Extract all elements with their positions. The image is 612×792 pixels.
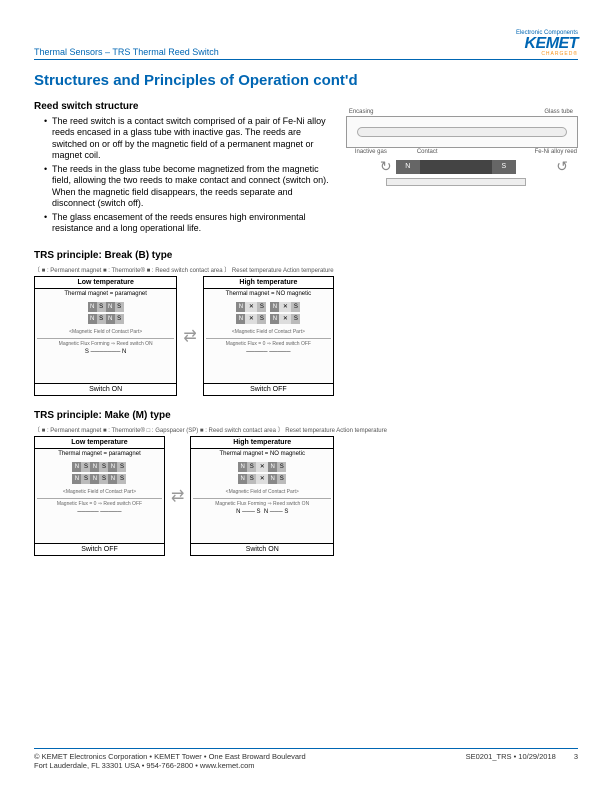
label-encasing: Encasing [349,109,374,115]
sub-caption: Thermal magnet = NO magnetic [193,451,331,457]
sub-caption: Thermal magnet = paramagnet [37,451,162,457]
transition-arrow-icon: ⇄ [177,276,203,395]
footer-left: © KEMET Electronics Corporation • KEMET … [34,752,306,770]
bullet-item: The reed switch is a contact switch comp… [44,116,336,161]
page-heading: Structures and Principles of Operation c… [34,72,578,89]
col-high-temp: High temperature [203,276,333,288]
break-low-diagram: Thermal magnet = paramagnet NSNS NSNS <M… [35,288,177,383]
footer-page: 3 [574,752,578,770]
footer-line2: Fort Lauderdale, FL 33301 USA • 954-766-… [34,761,306,770]
reed-structure-row: The reed switch is a contact switch comp… [34,116,578,238]
col-high-temp: High temperature [191,436,334,448]
sub-caption: Thermal magnet = paramagnet [37,291,174,297]
label-glass: Glass tube [544,109,573,115]
state-switch-off: Switch OFF [35,543,165,555]
page-header: Thermal Sensors – TRS Thermal Reed Switc… [34,30,578,60]
footer-line1: © KEMET Electronics Corporation • KEMET … [34,752,306,761]
make-legend: 〔 ■ : Permanent magnet ■ : Thermorite® □… [34,425,578,434]
page-footer: © KEMET Electronics Corporation • KEMET … [34,748,578,770]
flux-caption: Magnetic Flux = 0 ⇒ Reed switch OFF [37,498,162,507]
make-type-table: Low temperature ⇄ High temperature Therm… [34,436,334,556]
flux-caption: Magnetic Flux Forming ⇒ Reed switch ON [37,338,174,347]
bar-magnet: N S [396,160,516,174]
break-type-table: Low temperature ⇄ High temperature Therm… [34,276,334,396]
doc-title: Thermal Sensors – TRS Thermal Reed Switc… [34,47,219,57]
state-switch-on: Switch ON [191,543,334,555]
col-low-temp: Low temperature [35,276,177,288]
magnet-n: N [396,160,420,174]
col-low-temp: Low temperature [35,436,165,448]
bullet-list: The reed switch is a contact switch comp… [34,116,336,238]
make-low-diagram: Thermal magnet = paramagnet NSNSNS NSNSN… [35,448,165,543]
break-high-diagram: Thermal magnet = NO magnetic N✕S N✕S N✕S… [203,288,333,383]
section-make-heading: TRS principle: Make (M) type [34,410,578,421]
reed-tube-diagram: Encasing Glass tube Inactive gas Contact… [346,116,578,148]
logo: Electronic Components KEMET CHARGED® [516,30,578,57]
logo-sub: CHARGED® [516,52,578,57]
sub-caption: Thermal magnet = NO magnetic [206,291,331,297]
section-reed-heading: Reed switch structure [34,101,578,112]
label-reed: Fe-Ni alloy reed [535,149,577,155]
state-switch-off: Switch OFF [203,383,333,395]
field-caption: <Magnetic Field of Contact Part> [206,329,331,335]
section-break-heading: TRS principle: Break (B) type [34,250,578,261]
flux-arrow-icon: ↺ [556,158,568,175]
field-caption: <Magnetic Field of Contact Part> [37,329,174,335]
state-switch-on: Switch ON [35,383,177,395]
bullet-item: The reeds in the glass tube become magne… [44,164,336,209]
label-contact: Contact [417,149,438,155]
flux-caption: Magnetic Flux Forming ⇒ Reed switch ON [193,498,331,507]
make-high-diagram: Thermal magnet = NO magnetic NS✕NS NS✕NS… [191,448,334,543]
field-caption: <Magnetic Field of Contact Part> [193,489,331,495]
magnet-s: S [492,160,516,174]
bullet-item: The glass encasement of the reeds ensure… [44,212,336,235]
flux-caption: Magnetic Flux = 0 ⇒ Reed switch OFF [206,338,331,347]
logo-main: KEMET [516,36,578,52]
transition-arrow-icon: ⇄ [164,436,191,555]
label-gas: Inactive gas [355,149,387,155]
footer-right: SE0201_TRS • 10/29/2018 3 [466,752,578,770]
footer-docid: SE0201_TRS • 10/29/2018 [466,752,556,770]
field-caption: <Magnetic Field of Contact Part> [37,489,162,495]
magnet-diagram: N S ↻ ↺ [346,156,578,196]
break-legend: 〔 ■ : Permanent magnet ■ : Thermorite® ■… [34,265,578,274]
flux-arrow-icon: ↻ [380,158,392,175]
reed-diagrams: Encasing Glass tube Inactive gas Contact… [346,116,578,238]
